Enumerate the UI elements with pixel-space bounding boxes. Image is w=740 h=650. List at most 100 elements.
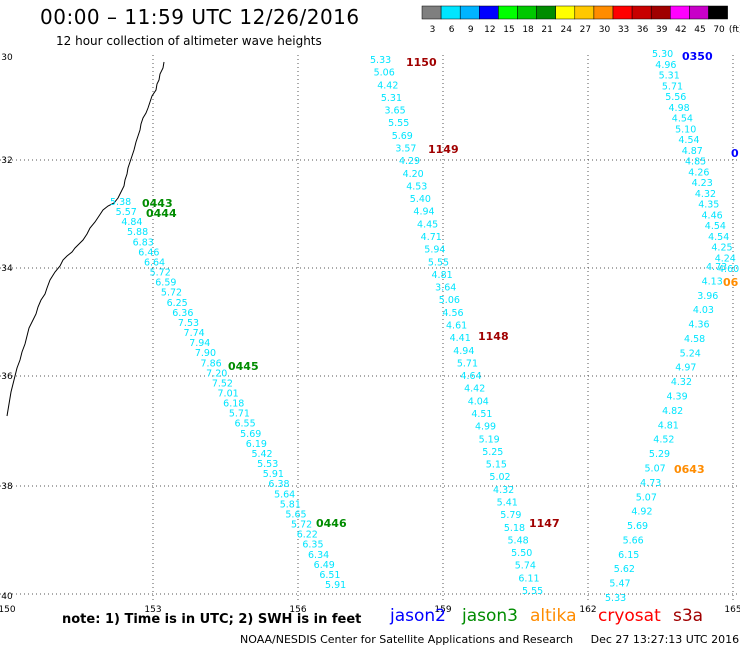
legend-cryosat: cryosat bbox=[598, 606, 661, 626]
swh-value-label: 4.58 bbox=[684, 334, 705, 345]
swh-value-label: 4.54 bbox=[708, 232, 729, 243]
pass-time-label: 0445 bbox=[228, 360, 259, 373]
scale-label: 24 bbox=[561, 25, 573, 35]
scale-swatch bbox=[498, 5, 518, 20]
pass-time-label: 1148 bbox=[478, 330, 509, 343]
track-altika-0643: 4.73 4.13 3.96 4.03 4.36 4.58 5.24 4.97 4.32 4.39… bbox=[605, 262, 739, 604]
legend-altika: altika bbox=[530, 606, 577, 626]
swh-value-label: 4.99 bbox=[475, 422, 496, 433]
lat-tick-label: 32 bbox=[1, 156, 12, 166]
scale-label: 33 bbox=[618, 25, 629, 35]
swh-value-label: 4.51 bbox=[471, 409, 492, 420]
swh-value-label: 5.25 bbox=[482, 447, 503, 458]
swh-value-label: 4.81 bbox=[432, 270, 453, 281]
swh-value-label: 5.06 bbox=[439, 295, 460, 306]
scale-label: 70 bbox=[713, 25, 725, 35]
lat-tick-label: 36 bbox=[1, 372, 13, 382]
swh-value-label: 4.84 bbox=[121, 217, 142, 228]
swh-value-label: 5.29 bbox=[649, 449, 670, 460]
swh-value-label: 5.31 bbox=[659, 71, 680, 82]
swh-value-label: 4.82 bbox=[662, 406, 683, 417]
scale-swatch bbox=[650, 5, 671, 20]
swh-value-label: 5.53 bbox=[257, 459, 278, 470]
swh-value-label: 5.69 bbox=[240, 429, 261, 440]
swh-value-label: 5.55 bbox=[428, 257, 449, 268]
swh-value-label: 6.15 bbox=[618, 550, 639, 561]
footer-left: NOAA/NESDIS Center for Satellite Applica… bbox=[240, 633, 574, 646]
lon-tick-label: 159 bbox=[434, 605, 451, 615]
swh-value-label: 4.20 bbox=[403, 169, 424, 180]
swh-value-label: 3.64 bbox=[435, 283, 456, 294]
swh-value-label: 4.42 bbox=[464, 384, 485, 395]
swh-value-label: 4.73 bbox=[640, 478, 661, 489]
scale-swatch bbox=[612, 5, 633, 20]
swh-value-label: 5.42 bbox=[251, 449, 272, 460]
footer-credit: NOAA/NESDIS Center for Satellite Applica… bbox=[240, 633, 739, 646]
swh-value-label: 4.32 bbox=[493, 485, 514, 496]
swh-value-label: 4.45 bbox=[417, 219, 438, 230]
swh-value-label: 4.32 bbox=[671, 377, 692, 388]
swh-value-label: 4.23 bbox=[692, 178, 713, 189]
scale-swatch bbox=[708, 5, 728, 20]
swh-value-label: 5.65 bbox=[285, 509, 306, 520]
swh-value-label: 7.01 bbox=[218, 389, 239, 400]
swh-value-label: 3.96 bbox=[697, 291, 718, 302]
swh-value-label: 6.34 bbox=[308, 550, 329, 561]
scale-swatch bbox=[479, 5, 499, 20]
swh-value-label: 5.06 bbox=[374, 68, 395, 79]
scale-swatch bbox=[670, 5, 690, 20]
swh-value-label: 6.59 bbox=[155, 278, 176, 289]
swh-value-label: 6.83 bbox=[133, 237, 154, 248]
swh-value-label: 4.52 bbox=[653, 435, 674, 446]
swh-value-label: 5.62 bbox=[614, 564, 635, 575]
swh-value-label: 4.26 bbox=[688, 167, 709, 178]
swh-value-label: 5.69 bbox=[627, 521, 648, 532]
swh-value-label: 4.56 bbox=[442, 308, 463, 319]
footer-right: Dec 27 13:27:13 UTC 2016 bbox=[590, 633, 740, 646]
swh-value-label: 7.94 bbox=[189, 338, 210, 349]
satellite-tracks: 5.385.574.845.886.836.466.645.726.595.72… bbox=[110, 49, 739, 604]
swh-value-label: 5.64 bbox=[274, 489, 295, 500]
swh-value-label: 4.54 bbox=[672, 114, 693, 125]
swh-value-label: 5.72 bbox=[150, 268, 171, 279]
scale-swatch bbox=[689, 5, 709, 20]
swh-value-label: 4.13 bbox=[702, 276, 723, 287]
swh-value-label: 5.55 bbox=[388, 118, 409, 129]
swh-value-label: 4.29 bbox=[399, 156, 420, 167]
swh-value-label: 4.24 bbox=[715, 253, 736, 264]
scale-label: 18 bbox=[522, 25, 534, 35]
swh-value-label: 4.46 bbox=[702, 210, 723, 221]
swh-value-label: 4.98 bbox=[669, 103, 690, 114]
pass-time-label: 0444 bbox=[146, 207, 177, 220]
swh-value-label: 7.53 bbox=[178, 318, 199, 329]
swh-value-label: 5.02 bbox=[489, 472, 510, 483]
page-title: 00:00 – 11:59 UTC 12/26/2016 bbox=[40, 5, 360, 29]
swh-value-label: 5.33 bbox=[605, 593, 626, 604]
legend-s3a: s3a bbox=[673, 606, 704, 626]
swh-value-label: 5.40 bbox=[410, 194, 431, 205]
swh-value-label: 4.54 bbox=[678, 135, 699, 146]
swh-value-label: 4.04 bbox=[468, 396, 489, 407]
scale-swatch bbox=[536, 5, 556, 20]
swh-value-label: 6.51 bbox=[319, 570, 340, 581]
lat-tick-label: 34 bbox=[1, 264, 13, 274]
swh-value-label: 6.49 bbox=[314, 560, 335, 571]
swh-value-label: 5.72 bbox=[291, 520, 312, 531]
lon-tick-label: 156 bbox=[289, 605, 306, 615]
legend-jason2: jason2 bbox=[390, 606, 446, 626]
swh-value-label: 4.61 bbox=[446, 321, 467, 332]
swh-value-label: 4.25 bbox=[711, 243, 732, 254]
lon-tick-label: 150 bbox=[0, 605, 16, 615]
swh-value-label: 5.94 bbox=[424, 245, 445, 256]
swh-value-label: 4.81 bbox=[658, 420, 679, 431]
swh-value-label: 3.57 bbox=[395, 144, 416, 155]
swh-value-label: 4.94 bbox=[413, 207, 434, 218]
swh-value-label: 5.10 bbox=[675, 124, 696, 135]
swh-value-label: 7.90 bbox=[195, 348, 216, 359]
swh-value-label: 5.18 bbox=[504, 523, 525, 534]
pass-time-label: 06 bbox=[723, 276, 739, 289]
swh-value-label: 7.74 bbox=[184, 328, 205, 339]
pass-time-label: 0443 bbox=[142, 197, 173, 210]
swh-value-label: 4.92 bbox=[631, 507, 652, 518]
lat-tick-label: 40 bbox=[1, 592, 13, 602]
